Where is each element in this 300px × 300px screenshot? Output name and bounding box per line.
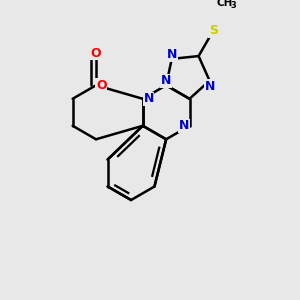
Text: N: N <box>143 92 154 105</box>
Text: O: O <box>96 79 106 92</box>
Text: N: N <box>167 48 177 61</box>
Text: S: S <box>209 24 218 37</box>
Text: O: O <box>91 46 101 59</box>
Text: N: N <box>179 119 189 132</box>
Text: 3: 3 <box>231 1 236 10</box>
Text: N: N <box>204 80 215 92</box>
Text: CH: CH <box>216 0 232 8</box>
Text: N: N <box>161 74 171 87</box>
